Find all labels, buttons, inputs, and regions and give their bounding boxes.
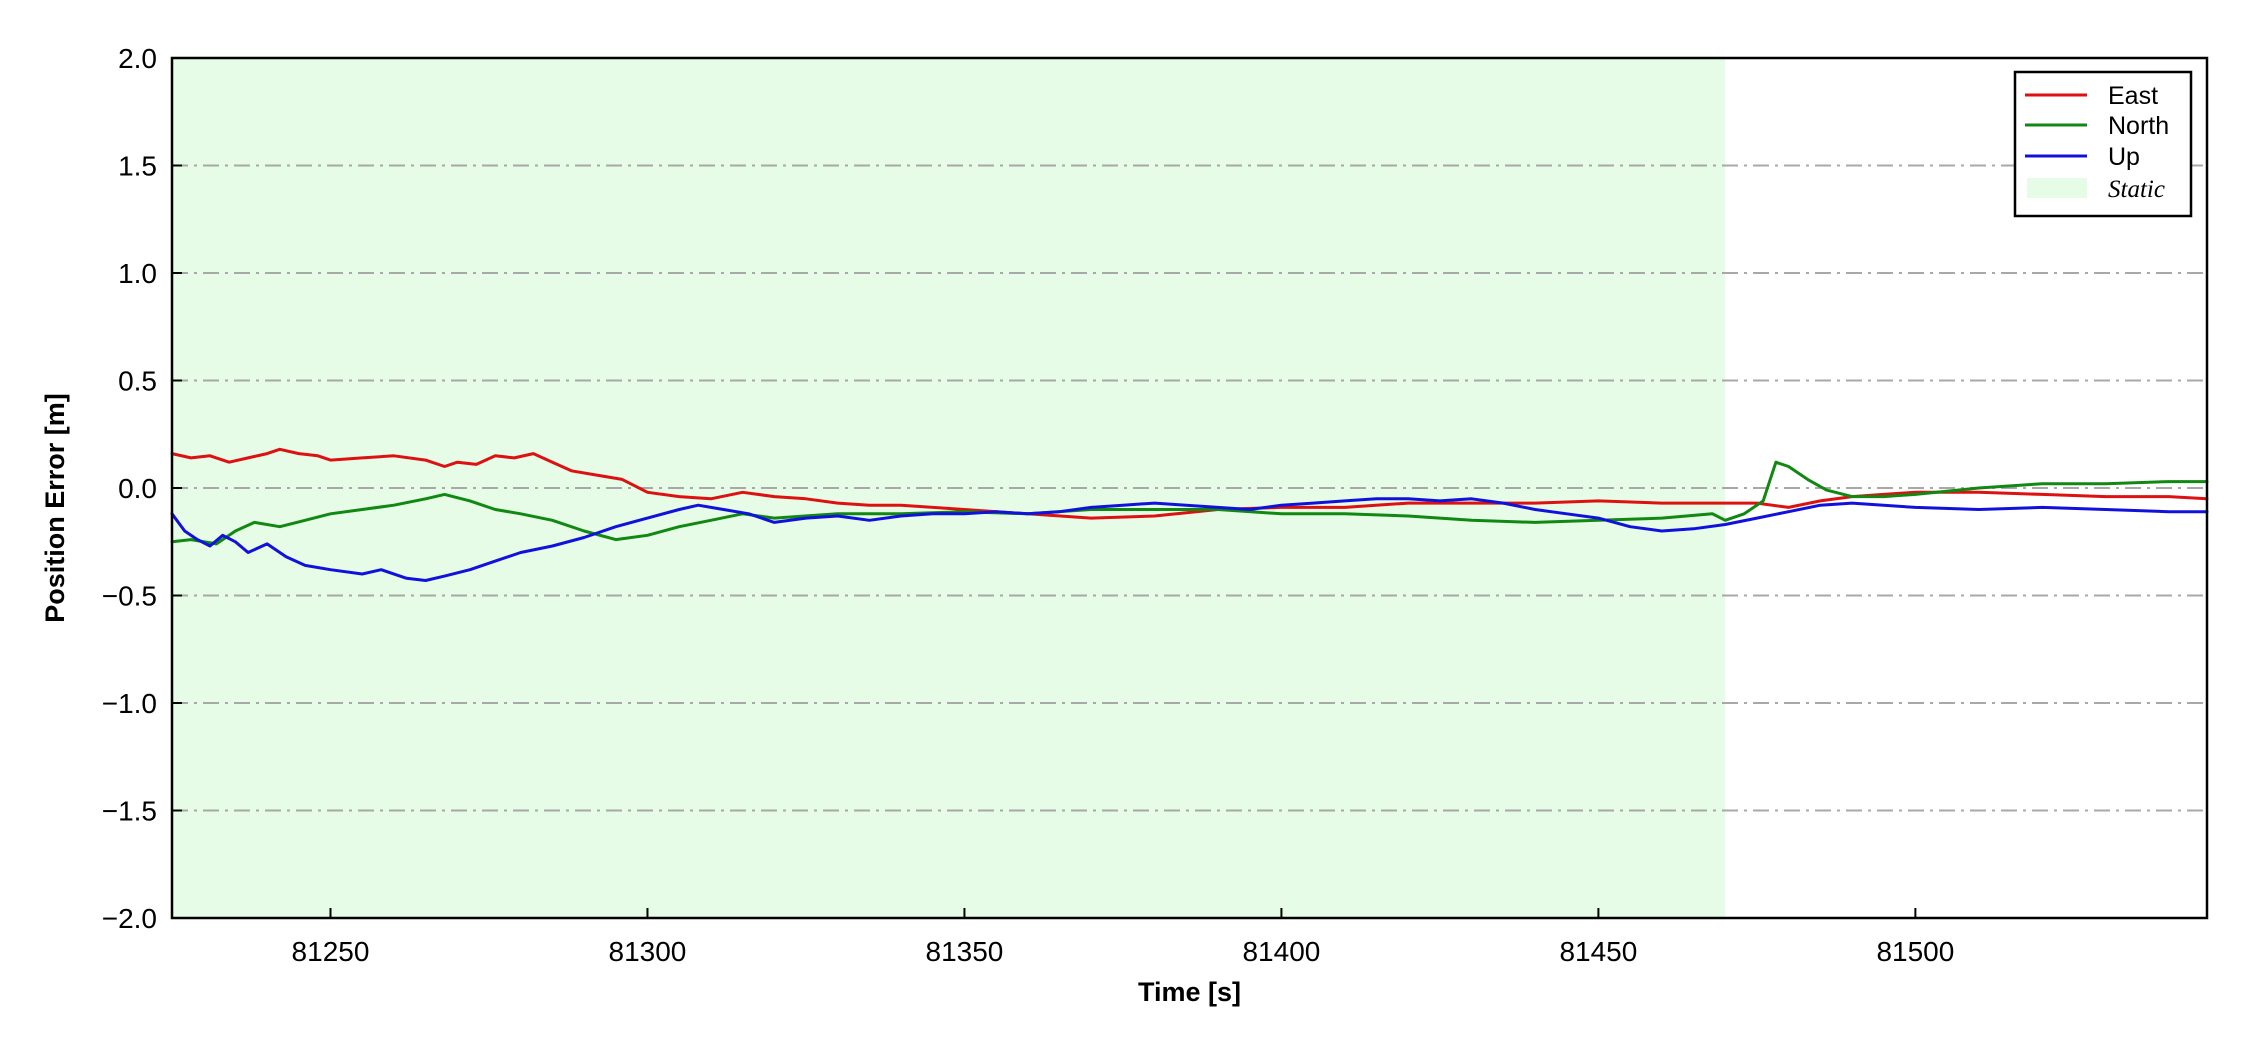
y-tick-label: −2.0	[102, 903, 157, 934]
y-axis-title: Position Error [m]	[40, 393, 70, 623]
legend-swatch-static	[2027, 178, 2087, 198]
x-tick-label: 81350	[926, 936, 1004, 967]
legend: East North Up Static	[2013, 70, 2193, 218]
series-layer	[170, 447, 2209, 582]
y-tick-label: −0.5	[102, 581, 157, 612]
x-tick-label: 81400	[1242, 936, 1320, 967]
series-line-up	[170, 497, 2209, 582]
y-tick-label: 0.5	[118, 366, 157, 397]
legend-label-east: East	[2108, 82, 2158, 110]
legend-label-up: Up	[2108, 143, 2140, 171]
legend-label-static: Static	[2108, 176, 2165, 203]
x-tick-label: 81250	[292, 936, 370, 967]
x-tick-label: 81450	[1559, 936, 1637, 967]
y-tick-label: 0.0	[118, 473, 157, 504]
x-axis-title: Time [s]	[1138, 977, 1241, 1007]
y-tick-label: −1.0	[102, 688, 157, 719]
x-tick-label: 81300	[609, 936, 687, 967]
x-tick-label: 81500	[1876, 936, 1954, 967]
y-tick-label: −1.5	[102, 796, 157, 827]
y-tick-label: 1.0	[118, 258, 157, 289]
y-tick-label: 1.5	[118, 151, 157, 182]
tick-layer: 81250 81300 81350 81400 81450 81500 −2.0 −1.5 −1…	[102, 43, 1955, 967]
legend-label-north: North	[2108, 112, 2169, 140]
series-line-east	[170, 447, 2209, 520]
y-tick-label: 2.0	[118, 43, 157, 74]
